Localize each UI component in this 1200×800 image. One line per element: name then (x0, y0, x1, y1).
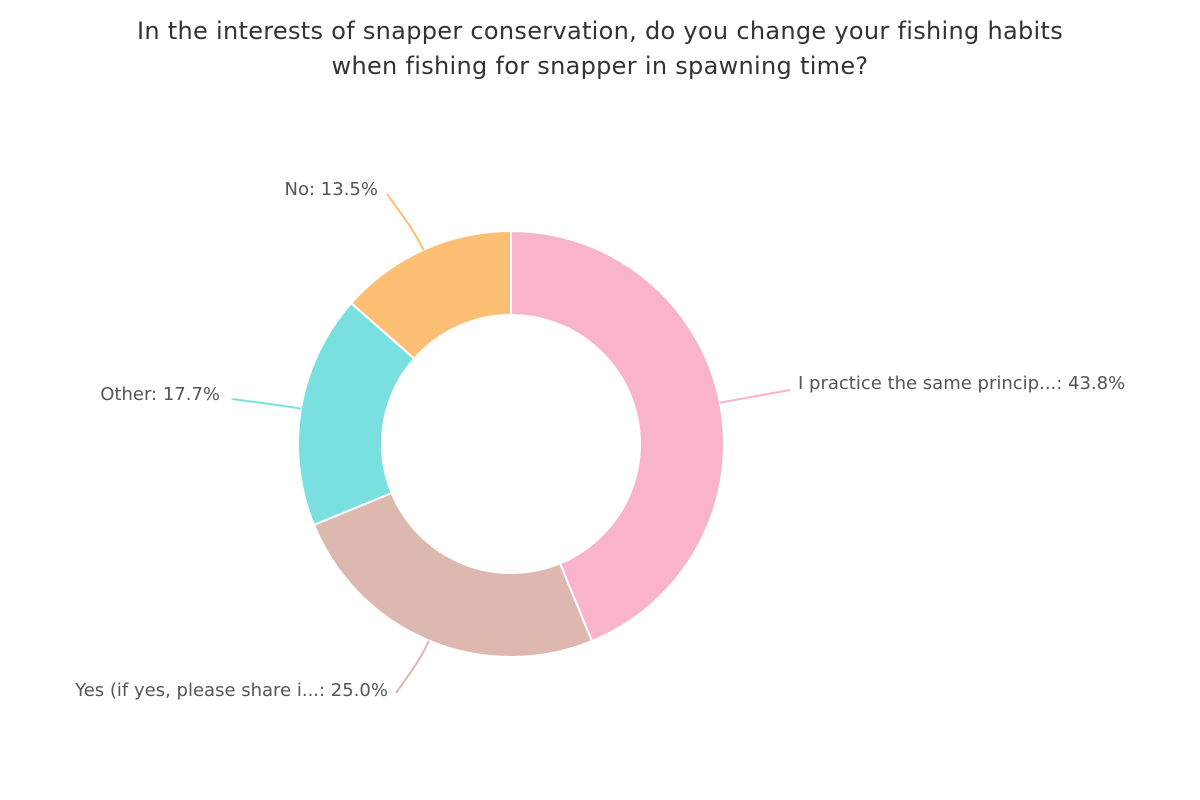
data-label-no: No: 13.5% (285, 179, 378, 200)
chart-title-line-1: In the interests of snapper conservation… (136, 17, 1064, 45)
chart-title-line-2: when fishing for snapper in spawning tim… (331, 52, 869, 80)
donut-slice-yes-if-yes-please-share-i[interactable] (312, 491, 594, 658)
data-label-other: Other: 17.7% (100, 384, 220, 405)
slices-layer (297, 229, 725, 658)
leader-line-no (386, 193, 425, 251)
leader-line-other (231, 398, 302, 410)
leader-lines-layer (231, 193, 791, 694)
leader-line-yes-if-yes-please-share-i (395, 640, 430, 694)
data-label-yes-if-yes-please-share-i: Yes (if yes, please share i...: 25.0% (74, 680, 388, 701)
donut-slice-i-practice-the-same-princip[interactable] (510, 229, 725, 643)
leader-line-i-practice-the-same-princip (719, 389, 791, 404)
data-label-i-practice-the-same-princip: I practice the same princip...: 43.8% (798, 373, 1125, 394)
data-labels-layer: I practice the same princip...: 43.8% Yes… (74, 179, 1125, 701)
donut-slice-no[interactable] (349, 229, 512, 361)
chart-title: In the interests of snapper conservation… (0, 14, 1200, 84)
